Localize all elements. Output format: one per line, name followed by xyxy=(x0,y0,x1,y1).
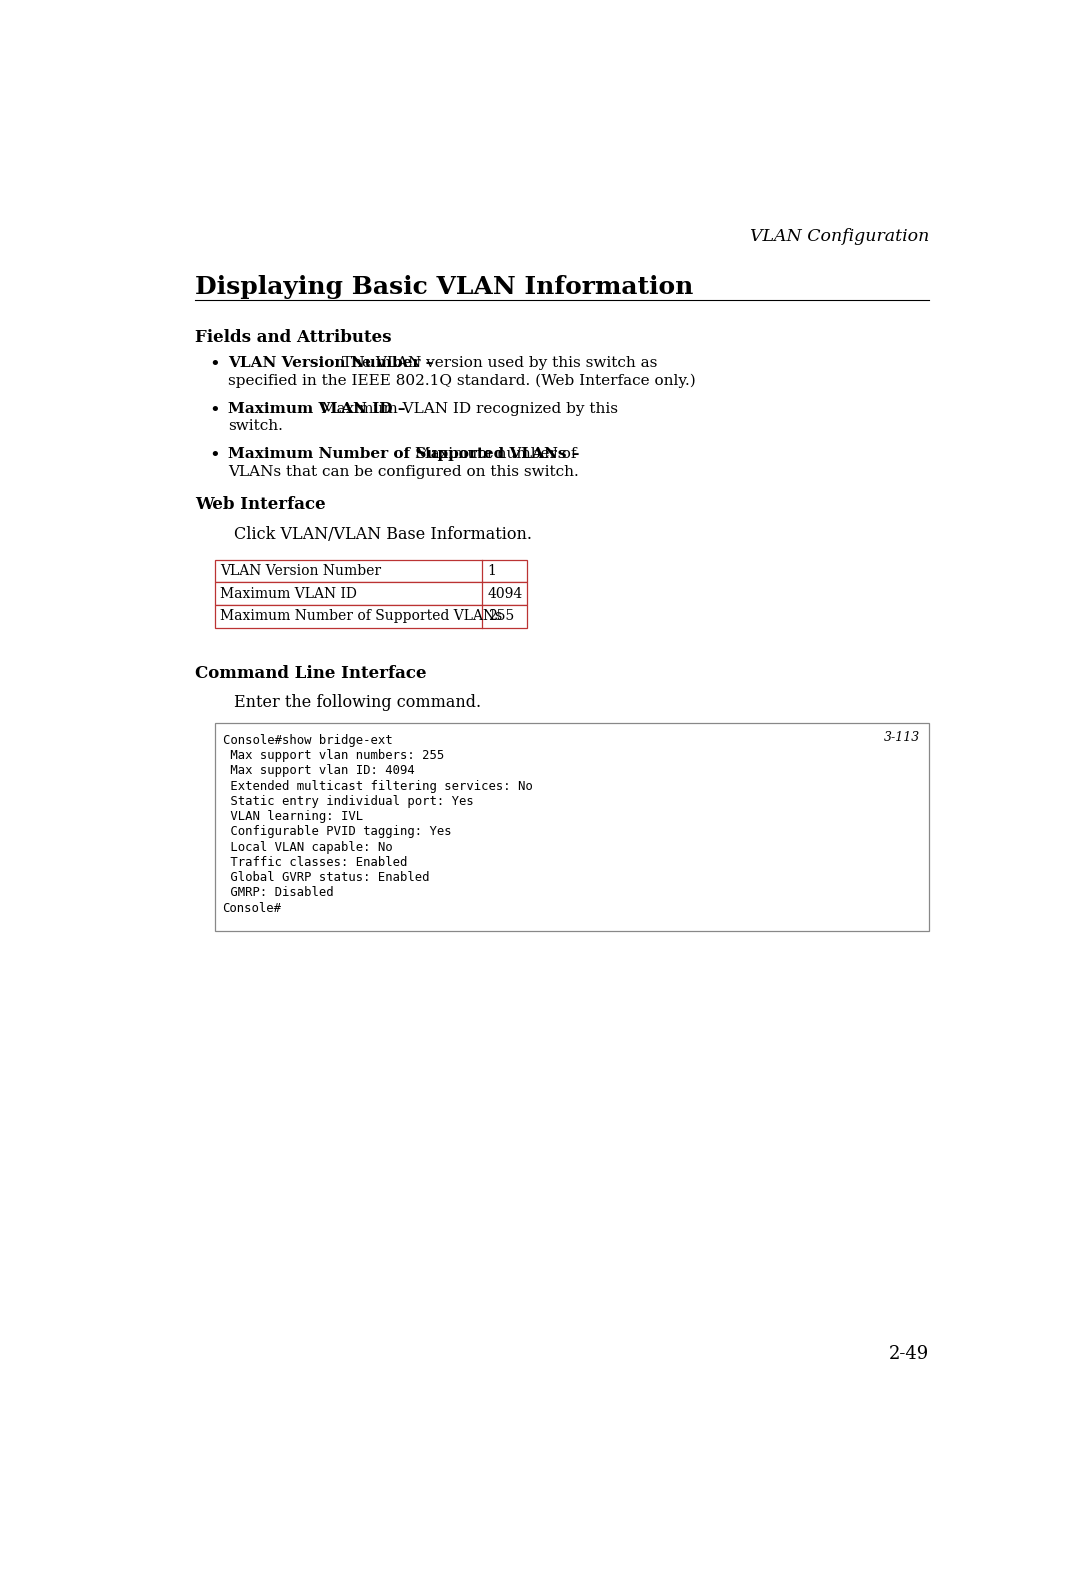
Text: switch.: switch. xyxy=(228,419,283,433)
Text: Global GVRP status: Enabled: Global GVRP status: Enabled xyxy=(222,871,429,884)
Text: Configurable PVID tagging: Yes: Configurable PVID tagging: Yes xyxy=(222,826,451,838)
Text: Max support vlan ID: 4094: Max support vlan ID: 4094 xyxy=(222,765,415,777)
Text: Console#show bridge-ext: Console#show bridge-ext xyxy=(222,733,392,747)
Text: Maximum Number of Supported VLANs –: Maximum Number of Supported VLANs – xyxy=(228,447,584,462)
Text: VLAN Version Number: VLAN Version Number xyxy=(220,564,381,578)
Text: 1: 1 xyxy=(488,564,497,578)
Text: Maximum number of: Maximum number of xyxy=(415,447,577,462)
Text: VLAN Configuration: VLAN Configuration xyxy=(750,229,930,245)
Text: VLANs that can be configured on this switch.: VLANs that can be configured on this swi… xyxy=(228,465,579,479)
Text: VLAN Version Number –: VLAN Version Number – xyxy=(228,356,438,371)
Text: specified in the IEEE 802.1Q standard. (Web Interface only.): specified in the IEEE 802.1Q standard. (… xyxy=(228,374,696,388)
Text: Static entry individual port: Yes: Static entry individual port: Yes xyxy=(222,794,473,809)
Text: •: • xyxy=(210,356,220,374)
Text: 255: 255 xyxy=(488,609,514,623)
Text: Extended multicast filtering services: No: Extended multicast filtering services: N… xyxy=(222,780,532,793)
Text: Maximum Number of Supported VLANs: Maximum Number of Supported VLANs xyxy=(220,609,502,623)
Text: •: • xyxy=(210,447,220,465)
Bar xyxy=(215,582,527,604)
Bar xyxy=(215,559,527,582)
Text: Max support vlan numbers: 255: Max support vlan numbers: 255 xyxy=(222,749,444,761)
Text: 4094: 4094 xyxy=(488,587,523,601)
Text: Click VLAN/VLAN Base Information.: Click VLAN/VLAN Base Information. xyxy=(234,526,532,543)
Text: Displaying Basic VLAN Information: Displaying Basic VLAN Information xyxy=(195,275,693,298)
Text: •: • xyxy=(210,402,220,419)
Text: Fields and Attributes: Fields and Attributes xyxy=(195,330,392,347)
Text: 3-113: 3-113 xyxy=(883,732,920,744)
Text: The VLAN version used by this switch as: The VLAN version used by this switch as xyxy=(342,356,658,371)
Text: Local VLAN capable: No: Local VLAN capable: No xyxy=(222,840,392,854)
Bar xyxy=(215,724,930,931)
Text: Enter the following command.: Enter the following command. xyxy=(234,694,482,711)
Text: Maximum VLAN ID: Maximum VLAN ID xyxy=(220,587,357,601)
Text: 2-49: 2-49 xyxy=(889,1344,930,1363)
Text: Command Line Interface: Command Line Interface xyxy=(195,664,427,681)
Text: Web Interface: Web Interface xyxy=(195,496,326,513)
Text: VLAN learning: IVL: VLAN learning: IVL xyxy=(222,810,363,823)
Text: Maximum VLAN ID recognized by this: Maximum VLAN ID recognized by this xyxy=(322,402,619,416)
Text: GMRP: Disabled: GMRP: Disabled xyxy=(222,887,334,900)
Text: Traffic classes: Enabled: Traffic classes: Enabled xyxy=(222,856,407,868)
Text: Maximum VLAN ID –: Maximum VLAN ID – xyxy=(228,402,410,416)
Text: Console#: Console# xyxy=(222,901,282,915)
Bar xyxy=(215,604,527,628)
